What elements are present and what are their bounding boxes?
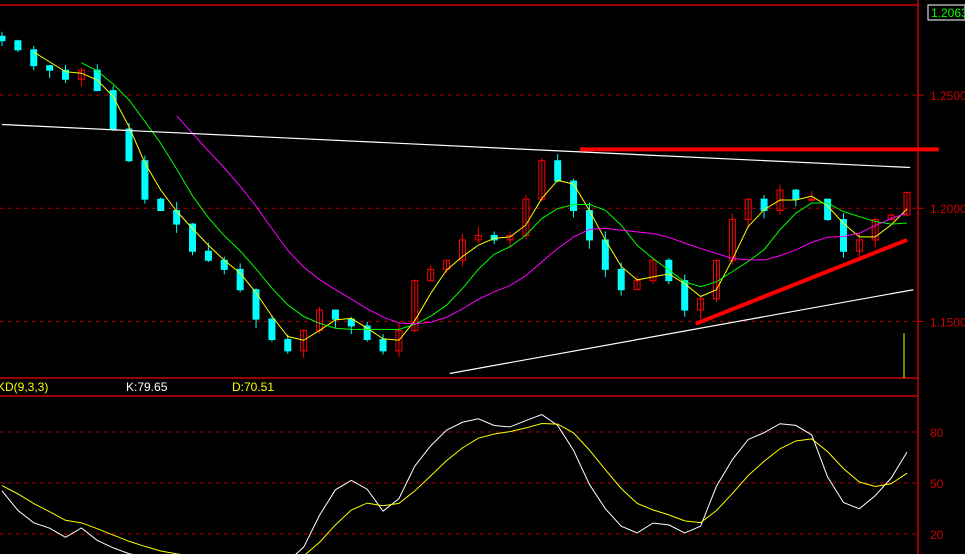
candle-body: [427, 268, 435, 282]
candle-body: [379, 339, 387, 352]
kd-tick-label: 50: [930, 477, 944, 491]
candle-body: [681, 280, 689, 311]
price-tick-label: 1.1500: [930, 315, 965, 329]
candle-body: [839, 219, 847, 252]
trendline: [1, 123, 911, 169]
candle-body: [697, 298, 705, 311]
candle-body: [443, 259, 451, 270]
candle-body: [363, 325, 371, 341]
candle-body: [268, 318, 276, 341]
candle-body: [252, 289, 260, 320]
d-line: [1, 422, 908, 554]
candlesticks: [0, 31, 911, 358]
candle-body: [331, 309, 339, 320]
candle-body: [633, 280, 641, 291]
candle-body: [157, 198, 165, 212]
kd-tick-label: 80: [930, 426, 944, 440]
candle-body: [570, 180, 578, 212]
k-line: [1, 413, 908, 554]
candle-body: [46, 65, 54, 71]
candle-body: [903, 191, 911, 216]
candle-body: [0, 35, 6, 42]
candle-body: [236, 268, 244, 291]
candle-body: [300, 329, 308, 352]
candle-body: [458, 239, 466, 261]
kd-title: KD(9,3,3): [0, 380, 48, 394]
trendline: [449, 289, 914, 375]
ma-line: [176, 115, 908, 325]
candle-body: [284, 339, 292, 352]
ma-line: [33, 51, 908, 341]
price-axis: 1.1500 1.2000 1.2500 20 50 80: [918, 89, 965, 542]
price-tick-label: 1.2500: [930, 89, 965, 103]
trendlines: [1, 123, 939, 378]
candle-body: [14, 40, 22, 51]
candle-body: [30, 49, 38, 67]
price-tick-label: 1.2000: [930, 202, 965, 216]
candle-body: [125, 128, 133, 162]
candle-body: [871, 219, 879, 241]
trendline: [695, 238, 908, 326]
candle-body: [617, 268, 625, 291]
candle-body: [792, 189, 800, 200]
candle-body: [855, 239, 863, 252]
candle-body: [204, 250, 212, 261]
ma-line: [81, 62, 908, 330]
kd-indicator: [1, 413, 908, 554]
candle-body: [141, 160, 149, 200]
current-price-label: 1.2063: [931, 6, 965, 20]
current-price-box: [927, 4, 965, 21]
candle-body: [649, 259, 657, 282]
candle-body: [824, 198, 832, 221]
candle-body: [808, 198, 816, 201]
candle-body: [109, 90, 117, 130]
candle-body: [411, 280, 419, 331]
kd-tick-label: 20: [930, 528, 944, 542]
candle-body: [173, 210, 181, 225]
candle-body: [189, 223, 197, 252]
candle-body: [62, 69, 70, 80]
candle-body: [347, 318, 355, 327]
candle-body: [744, 198, 752, 221]
candle-body: [395, 329, 403, 352]
chart-frame: [0, 0, 919, 554]
k-value: K:79.65: [126, 380, 168, 394]
candle-body: [554, 160, 562, 182]
grid-lines: [0, 94, 918, 535]
candle-body: [760, 198, 768, 212]
d-value: D:70.51: [232, 380, 274, 394]
candle-body: [474, 234, 482, 241]
moving-averages: [33, 51, 908, 341]
